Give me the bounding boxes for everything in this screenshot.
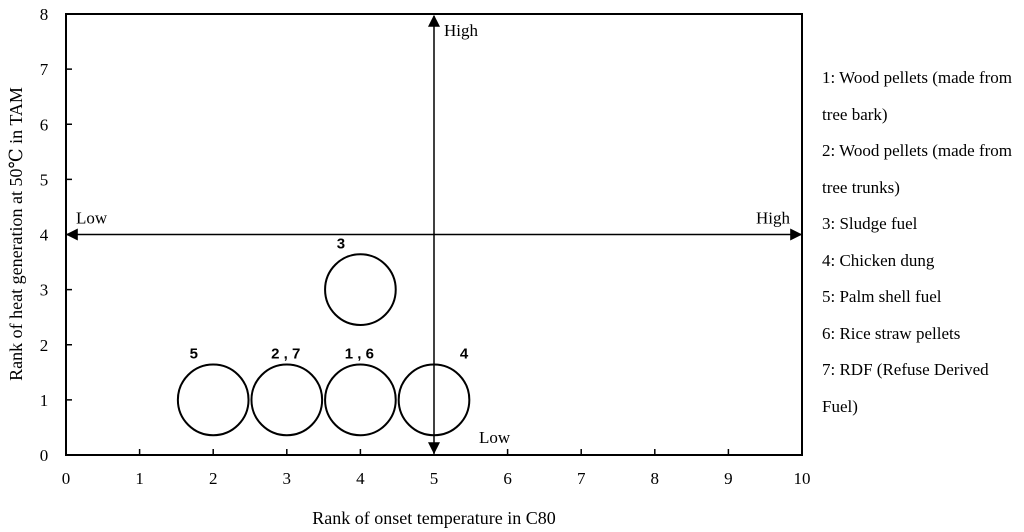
x-tick-label: 5 [430,469,439,488]
x-tick-label: 1 [135,469,144,488]
y-tick-label: 6 [40,115,49,134]
legend-item-1: 1: Wood pellets (made from tree bark) [822,68,1012,124]
vertical-low-label: Low [479,428,511,447]
bubble-label: 1 , 6 [345,346,374,363]
x-tick-label: 9 [724,469,733,488]
bubbles: 5 2 , 7 1 , 6 4 3 [176,235,471,437]
x-tick-label: 0 [62,469,71,488]
horizontal-high-label: High [756,209,791,228]
x-tick-label: 3 [283,469,292,488]
y-axis-title: Rank of heat generation at 50℃ in TAM [6,87,26,381]
x-tick-label: 2 [209,469,218,488]
bubble [324,363,397,437]
y-tick-label: 4 [40,226,49,245]
legend-item-6: 6: Rice straw pellets [822,323,961,343]
y-tick-label: 1 [40,391,49,410]
quadrant-dividers: Low High High Low [65,14,803,455]
bubble [176,363,250,437]
y-tick-label: 0 [40,446,49,465]
y-tick-label: 3 [40,281,49,300]
x-tick-label: 4 [356,469,365,488]
y-tick-label: 8 [40,5,49,24]
x-tick-label: 8 [651,469,660,488]
x-axis-title: Rank of onset temperature in C80 [312,508,555,528]
bubble-label: 3 [337,235,345,252]
y-tick-label: 2 [40,336,49,355]
x-tick-label: 6 [503,469,512,488]
x-axis: 0 1 2 3 4 5 6 7 8 9 10 [62,449,811,488]
horizontal-low-label: Low [76,209,108,228]
y-tick-label: 5 [40,170,49,189]
bubble [397,363,471,437]
legend-item-2: 2: Wood pellets (made from tree trunks) [822,141,1012,197]
legend: 1: Wood pellets (made from tree bark) 2:… [822,60,1022,425]
legend-item-5: 5: Palm shell fuel [822,287,942,306]
bubble [250,363,324,437]
vertical-high-label: High [444,21,479,40]
x-tick-label: 7 [577,469,586,488]
bubble [324,253,397,326]
legend-item-3: 3: Sludge fuel [822,214,918,233]
legend-item-4: 4: Chicken dung [822,250,935,270]
bubble-label: 2 , 7 [271,346,300,363]
x-tick-label: 10 [794,469,811,488]
bubble-label: 5 [190,346,198,363]
y-tick-label: 7 [40,60,49,79]
y-axis: 0 1 2 3 4 5 6 7 8 [40,5,72,465]
legend-item-7: 7: RDF (Refuse Derived Fuel) [822,360,989,416]
bubble-label: 4 [460,346,469,363]
